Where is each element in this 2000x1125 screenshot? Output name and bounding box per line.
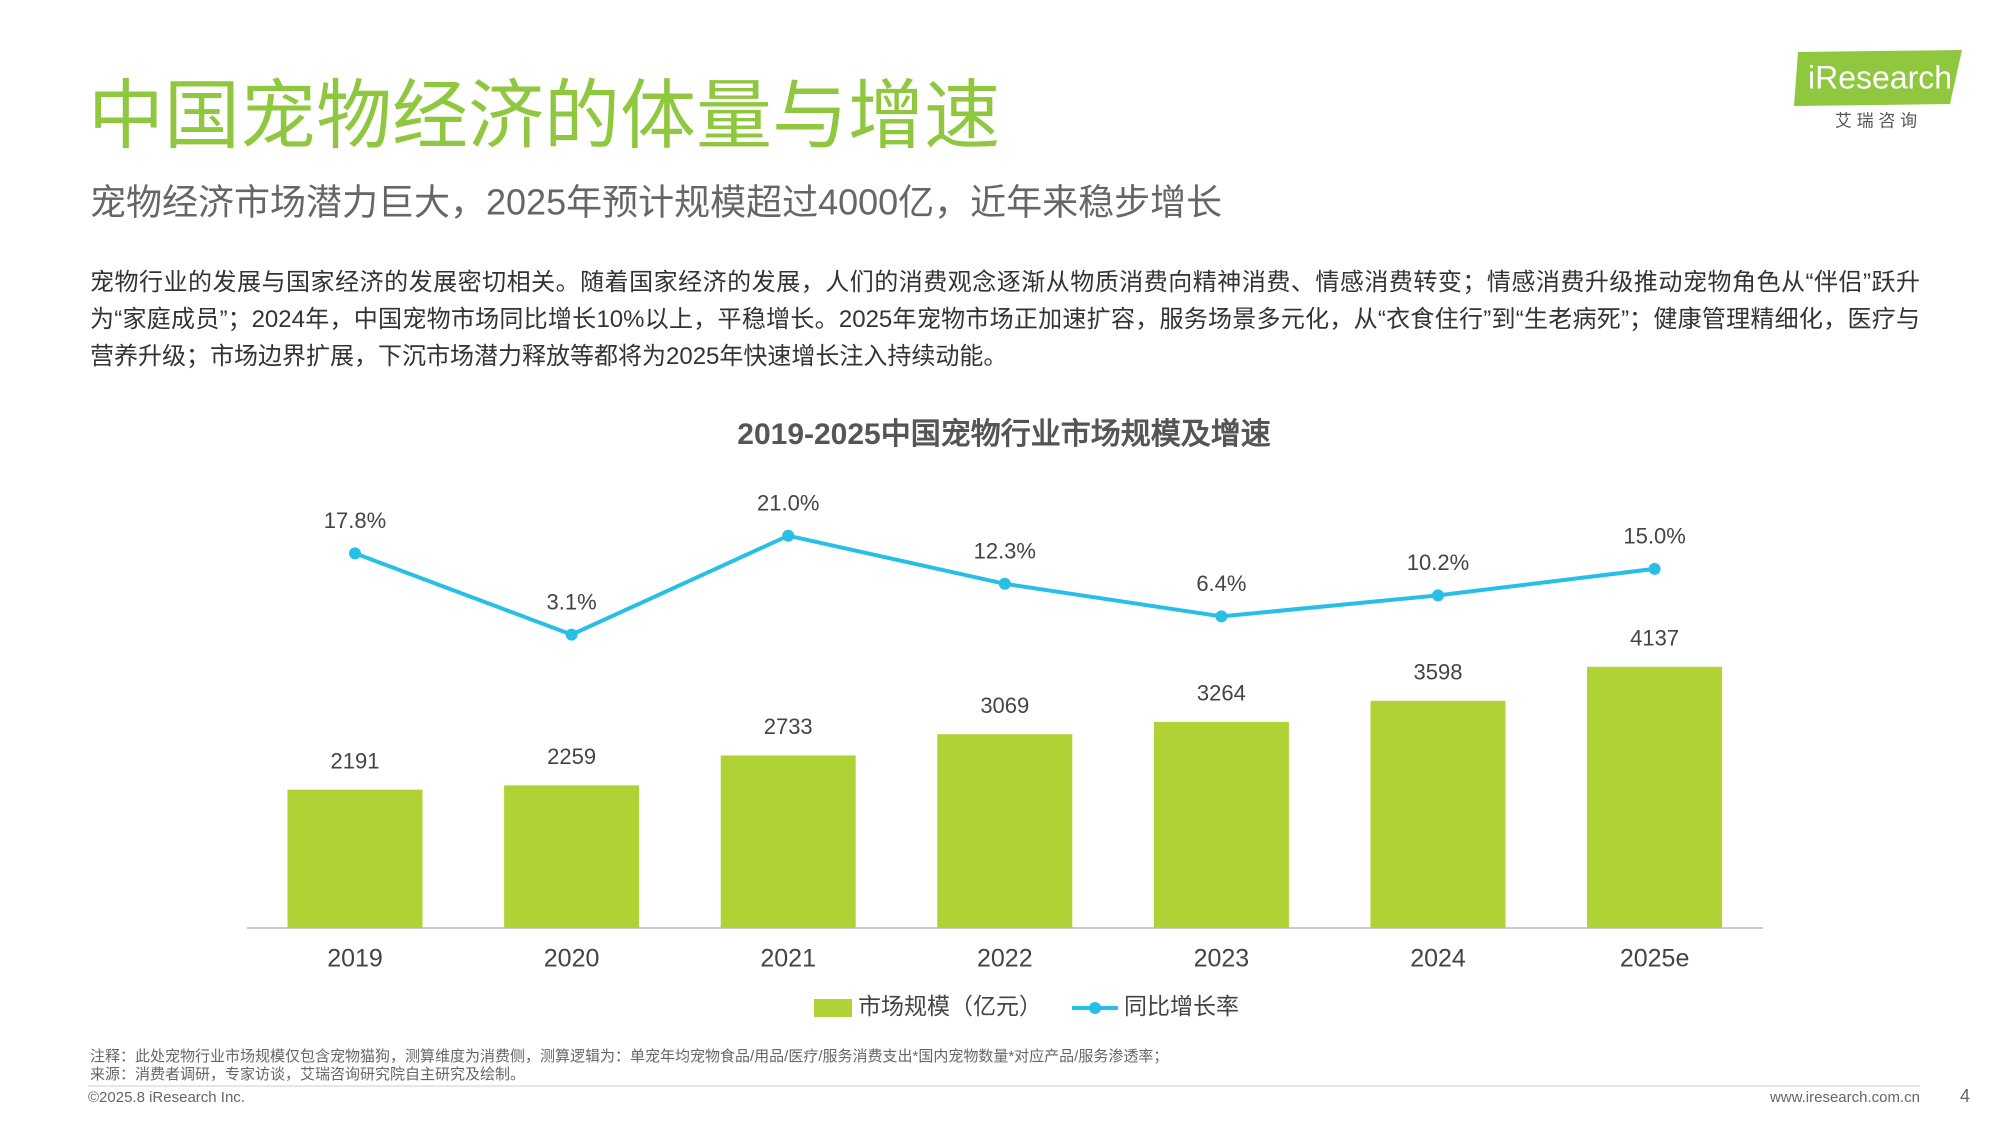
page-subtitle: 宠物经济市场潜力巨大，2025年预计规模超过4000亿，近年来稳步增长 [90, 182, 1222, 223]
legend-label: 同比增长率 [1124, 993, 1239, 1019]
growth-point [1215, 610, 1228, 623]
source: 来源：消费者调研，专家访谈，艾瑞咨询研究院自主研究及绘制。 [90, 1065, 525, 1083]
page-number: 4 [1960, 1086, 1970, 1106]
bar [937, 734, 1073, 928]
intro-paragraph: 宠物行业的发展与国家经济的发展密切相关。随着国家经济的发展，人们的消费观念逐渐从… [90, 269, 1920, 370]
growth-point [998, 577, 1011, 590]
chart-title: 2019-2025中国宠物行业市场规模及增速 [737, 417, 1270, 451]
growth-point [349, 547, 361, 560]
bar-value-label: 3598 [1414, 660, 1463, 685]
copyright: ©2025.8 iResearch Inc. [88, 1089, 245, 1106]
bar [504, 785, 640, 928]
url: www.iresearch.com.cn [1769, 1089, 1920, 1106]
x-tick-label: 2025e [1620, 945, 1690, 973]
bar [1370, 700, 1506, 928]
bar [1153, 721, 1289, 928]
x-tick-label: 2021 [760, 945, 816, 973]
line-value-label: 6.4% [1196, 571, 1246, 596]
bar-value-label: 2191 [331, 748, 380, 773]
bar-value-label: 4137 [1630, 626, 1679, 651]
page-title: 中国宠物经济的体量与增速 [88, 74, 1000, 159]
legend-label: 市场规模（亿元） [858, 993, 1042, 1019]
x-tick-label: 2024 [1410, 945, 1466, 973]
x-tick-label: 2020 [544, 945, 600, 973]
line-value-label: 3.1% [547, 589, 597, 614]
line-value-label: 15.0% [1623, 524, 1685, 549]
bar-value-label: 2733 [764, 714, 813, 739]
bar [1587, 666, 1723, 928]
growth-point [565, 628, 578, 641]
bar-value-label: 3069 [980, 693, 1029, 718]
bar [287, 789, 423, 928]
growth-point [782, 529, 795, 542]
legend-swatch [1089, 1002, 1101, 1014]
x-tick-label: 2022 [977, 945, 1033, 973]
line-value-label: 12.3% [974, 539, 1036, 564]
line-value-label: 17.8% [324, 508, 386, 533]
growth-point [1648, 562, 1661, 575]
bar-value-label: 3264 [1197, 681, 1246, 706]
bar-value-label: 2259 [547, 744, 596, 769]
x-tick-label: 2019 [327, 945, 383, 973]
bar [720, 755, 856, 928]
line-value-label: 10.2% [1407, 550, 1469, 575]
note: 注释：此处宠物行业市场规模仅包含宠物猫狗，测算维度为消费侧，测算逻辑为：单宠年均… [90, 1047, 1168, 1065]
line-value-label: 21.0% [757, 491, 819, 516]
growth-point [1432, 589, 1444, 602]
logo-text: iResearch [1808, 59, 1952, 95]
legend-swatch [814, 999, 852, 1017]
logo-cn: 艾 瑞 咨 询 [1835, 111, 1917, 130]
x-tick-label: 2023 [1194, 945, 1250, 973]
logo-shape [1794, 50, 1962, 106]
